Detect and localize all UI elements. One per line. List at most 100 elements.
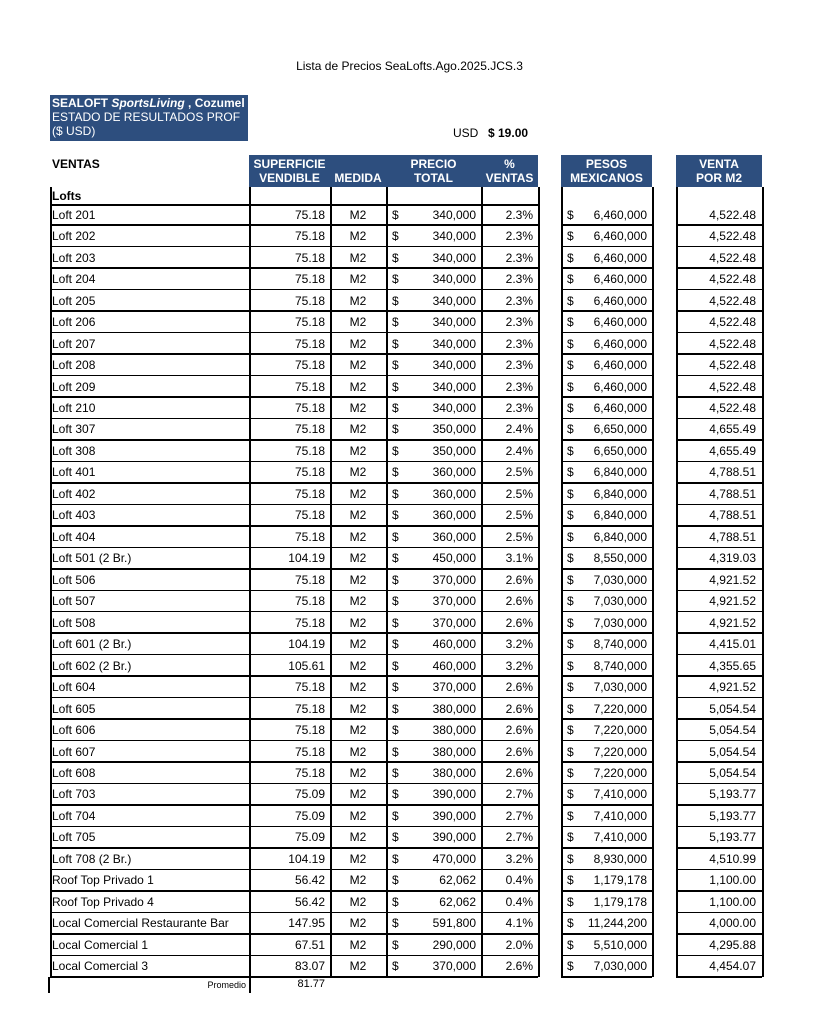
item-name: Loft 308 [52, 443, 96, 458]
unit: M2 [349, 250, 367, 265]
pesos: 6,460,000 [593, 207, 647, 222]
area: 75.18 [294, 680, 325, 695]
fx-value: $ 19.00 [488, 126, 529, 140]
currency: $ [567, 787, 574, 802]
percent: 2.6% [505, 744, 533, 759]
border [676, 653, 762, 656]
area: 83.07 [294, 959, 325, 974]
unit: M2 [349, 637, 367, 652]
border [50, 353, 538, 355]
price-per-m2: 1,100.00 [709, 894, 756, 909]
price-per-m2: 4,522.48 [709, 336, 756, 351]
pesos: 8,550,000 [593, 551, 647, 566]
unit: M2 [349, 465, 367, 480]
border [676, 761, 762, 763]
item-name: Local Comercial Restaurante Bar [52, 916, 229, 931]
area: 75.18 [294, 465, 325, 480]
price-per-m2: 4,522.48 [709, 272, 756, 287]
border [676, 417, 762, 420]
percent: 2.3% [505, 400, 533, 415]
area: 75.18 [294, 358, 325, 373]
currency: $ [567, 229, 574, 244]
percent: 2.3% [505, 229, 533, 244]
area: 75.18 [294, 443, 325, 458]
currency: $ [567, 379, 574, 394]
border [481, 187, 483, 977]
area: 105.61 [288, 658, 325, 673]
price-per-m2: 4,522.48 [709, 358, 756, 373]
pesos: 6,460,000 [593, 272, 647, 287]
border [561, 653, 652, 656]
pesos: 6,460,000 [593, 379, 647, 394]
price-per-m2: 4,415.01 [709, 637, 756, 652]
area: 104.19 [288, 851, 325, 866]
currency: $ [392, 400, 399, 415]
border [386, 187, 388, 977]
border [561, 696, 652, 699]
currency: $ [392, 766, 399, 780]
pesos: 8,740,000 [593, 658, 647, 673]
currency: $ [392, 422, 399, 437]
item-name: Loft 403 [52, 508, 96, 523]
item-name: Loft 404 [52, 529, 96, 544]
percent: 4.1% [505, 916, 533, 931]
pesos: 7,220,000 [593, 766, 647, 780]
column-header: MEDIDA [330, 155, 386, 187]
currency: $ [392, 894, 399, 909]
border [50, 890, 538, 892]
area: 75.18 [294, 723, 325, 738]
border [676, 890, 762, 892]
currency: $ [392, 937, 399, 952]
price-per-m2: 5,054.54 [709, 723, 756, 738]
border [50, 976, 538, 978]
percent: 3.1% [505, 551, 533, 566]
pesos: 6,650,000 [593, 422, 647, 437]
unit: M2 [349, 851, 367, 866]
percent: 2.4% [505, 422, 533, 437]
border [50, 804, 538, 806]
price: 380,000 [432, 701, 476, 716]
item-name: Loft 704 [52, 808, 96, 823]
currency: $ [392, 486, 399, 501]
unit: M2 [349, 572, 367, 587]
border [561, 503, 652, 506]
unit: M2 [349, 529, 367, 544]
column-header-text: PRECIO [410, 157, 457, 171]
price-per-m2: 4,510.99 [709, 851, 756, 866]
currency: $ [567, 551, 574, 566]
border [538, 187, 540, 977]
border [561, 847, 652, 849]
border [50, 718, 538, 720]
currency: $ [392, 615, 399, 630]
item-name: Local Comercial 3 [52, 959, 149, 974]
area: 67.51 [294, 937, 325, 952]
border [561, 568, 652, 570]
item-name: Loft 201 [52, 207, 96, 222]
currency: $ [392, 250, 399, 265]
currency: $ [567, 400, 574, 415]
price-per-m2: 4,921.52 [709, 615, 756, 630]
price: 390,000 [432, 808, 476, 823]
price-per-m2: 4,921.52 [709, 680, 756, 695]
currency: $ [392, 787, 399, 802]
border [561, 245, 652, 248]
unit: M2 [349, 486, 367, 501]
border [676, 310, 762, 312]
item-name: Loft 508 [52, 615, 96, 630]
unit: M2 [349, 551, 367, 566]
border [676, 739, 762, 742]
border [561, 868, 652, 871]
border [676, 331, 762, 334]
price: 340,000 [432, 315, 476, 330]
column-header: VENTA POR M2 [676, 155, 762, 187]
percent: 2.7% [505, 808, 533, 823]
border [561, 396, 652, 398]
border [50, 868, 538, 871]
border [50, 954, 538, 957]
border [50, 546, 538, 549]
border [676, 267, 762, 269]
price-per-m2: 5,054.54 [709, 744, 756, 759]
percent: 3.2% [505, 637, 533, 652]
unit: M2 [349, 916, 367, 931]
